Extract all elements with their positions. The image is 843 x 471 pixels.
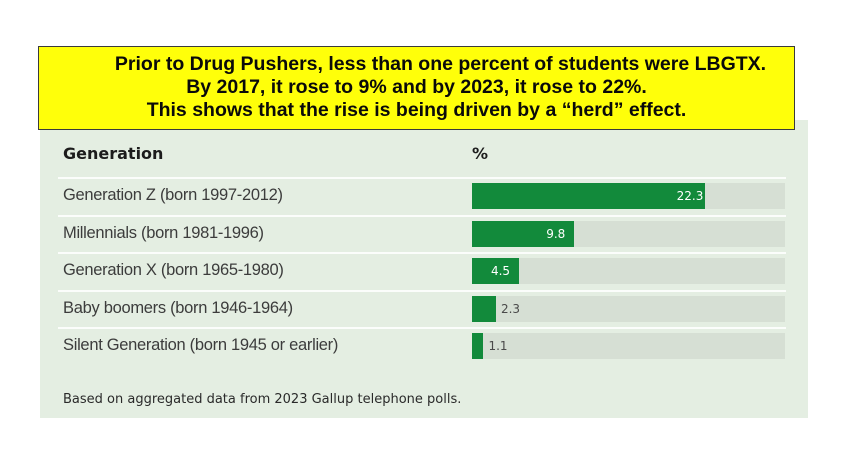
row-divider (58, 327, 786, 329)
bar-value-label: 9.8 (546, 226, 566, 241)
row-divider (58, 252, 786, 254)
bar (472, 333, 484, 359)
category-label: Millennials (born 1981-1996) (63, 223, 264, 242)
chart-footnote: Based on aggregated data from 2023 Gallu… (63, 392, 462, 407)
column-header-generation: Generation (63, 144, 164, 163)
row-divider (58, 177, 786, 179)
bar (472, 258, 519, 284)
bar (472, 295, 496, 322)
bar (472, 183, 705, 209)
bar-value-label: 2.3 (500, 301, 521, 316)
bar-value-label: 1.1 (488, 339, 508, 353)
bar-track: 1.1 (472, 333, 785, 359)
annotation-banner: Prior to Drug Pushers, less than one per… (38, 46, 795, 130)
category-label: Silent Generation (born 1945 or earlier) (63, 336, 339, 354)
bar (472, 220, 575, 247)
bar-track: 9.8 (472, 220, 785, 247)
category-label: Generation X (born 1965-1980) (63, 261, 284, 279)
banner-line-1: Prior to Drug Pushers, less than one per… (114, 53, 767, 75)
category-label: Baby boomers (born 1946-1964) (63, 298, 293, 317)
bar-track: 4.5 (472, 258, 785, 284)
bar-track: 2.3 (472, 295, 785, 322)
banner-line-2: By 2017, it rose to 9% and by 2023, it r… (186, 76, 647, 98)
banner-line-3: This shows that the rise is being driven… (146, 99, 687, 121)
row-divider (58, 289, 786, 292)
category-label: Generation Z (born 1997-2012) (63, 186, 283, 204)
row-divider (58, 214, 786, 217)
bar-track: 22.3 (472, 183, 785, 209)
bar-value-label: 22.3 (676, 189, 704, 203)
bar-value-label: 4.5 (490, 264, 511, 278)
column-header-percent: % (472, 144, 489, 163)
